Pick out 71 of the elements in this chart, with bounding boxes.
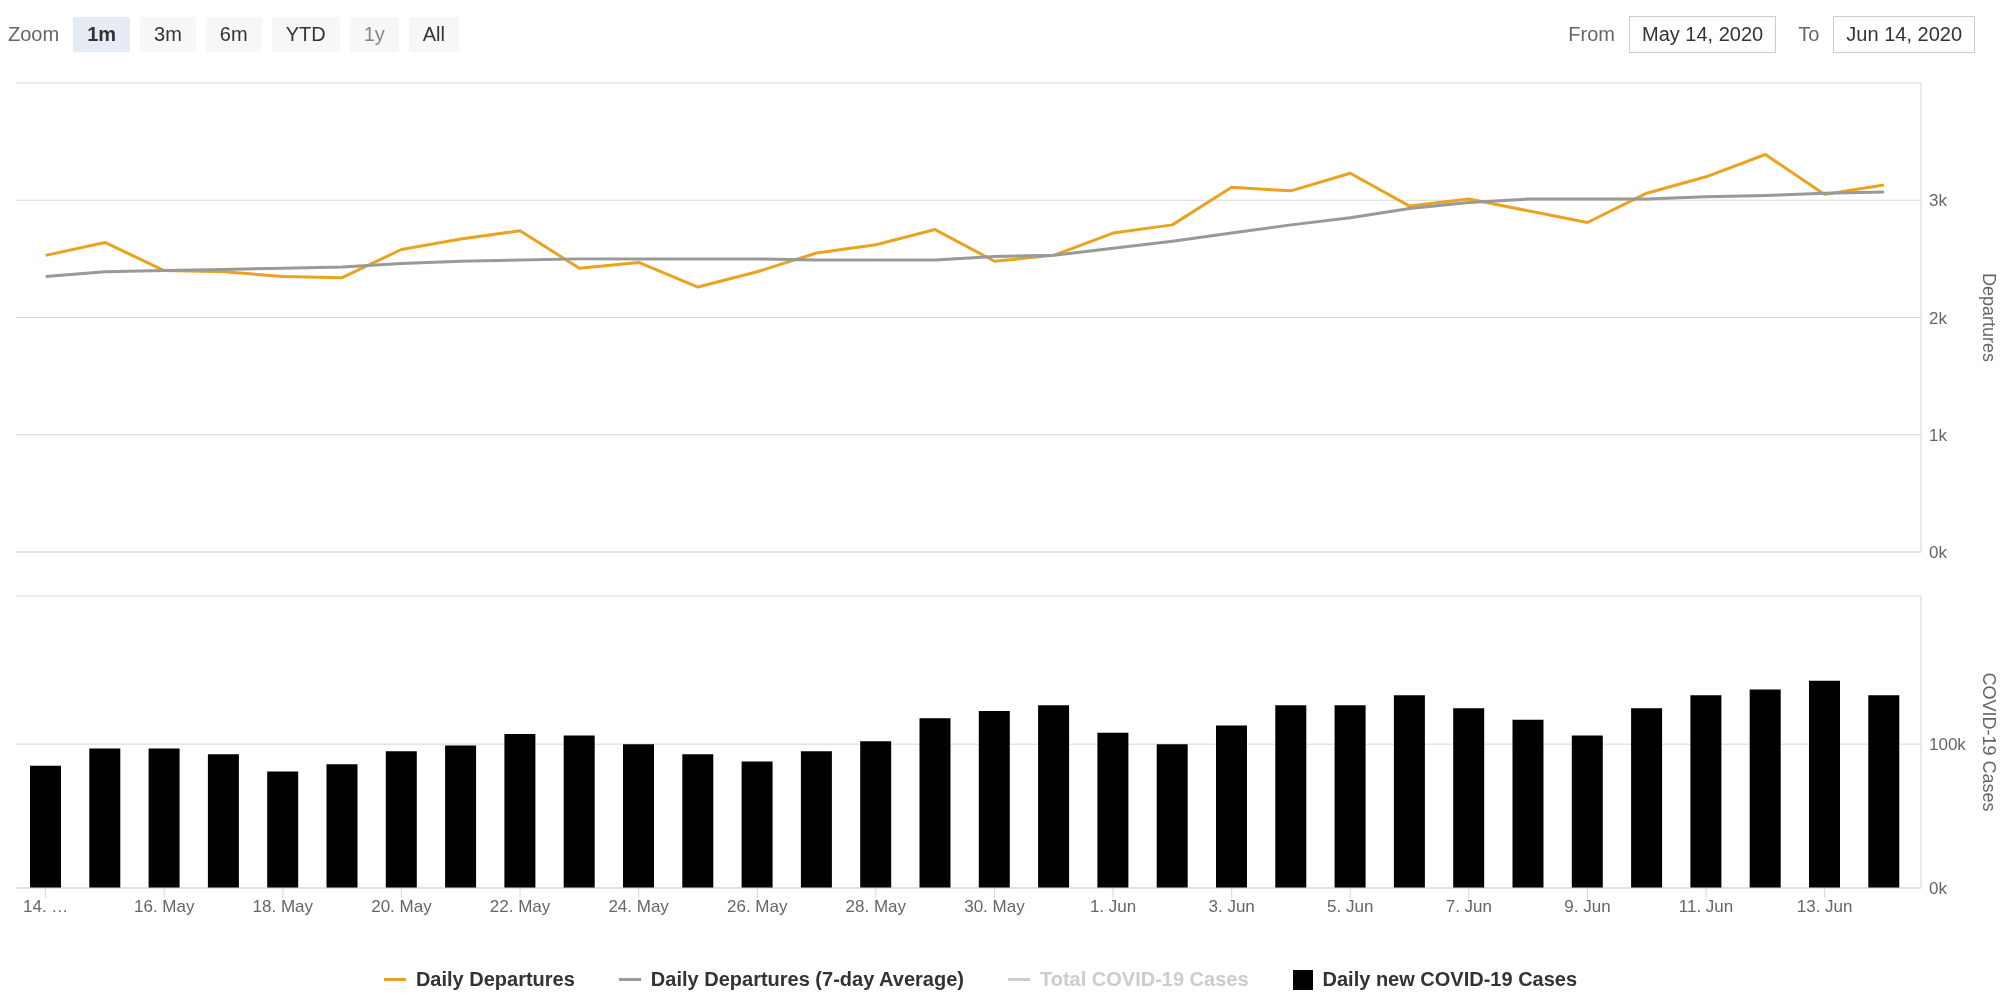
x-tick-label: 20. May xyxy=(371,897,433,917)
y-tick-label: 2k xyxy=(1929,308,1948,328)
zoom-button[interactable]: 1m xyxy=(73,16,131,52)
x-tick-label: 9. Jun xyxy=(1564,897,1611,917)
bar xyxy=(267,771,299,888)
bar xyxy=(682,754,714,888)
text: From xyxy=(1568,22,1616,46)
bar xyxy=(1215,725,1247,888)
text: To xyxy=(1798,22,1820,46)
zoom-button[interactable]: All xyxy=(408,16,459,52)
bar xyxy=(148,748,180,888)
x-tick-label: 5. Jun xyxy=(1327,897,1374,917)
bar xyxy=(563,735,595,888)
line-series xyxy=(44,190,1886,278)
bar xyxy=(1571,735,1603,888)
bar xyxy=(1690,695,1722,888)
bar xyxy=(800,751,832,888)
bar xyxy=(326,764,358,888)
bar xyxy=(741,761,773,888)
bar xyxy=(504,734,536,888)
bar xyxy=(1334,705,1366,888)
legend-label: Daily Departures xyxy=(415,968,575,991)
legend-label: Daily Departures (7-day Average) xyxy=(650,968,964,991)
text: Zoom xyxy=(8,22,60,46)
x-tick-label: 3. Jun xyxy=(1208,897,1255,917)
x-tick-label: 7. Jun xyxy=(1445,897,1492,917)
x-tick-label: 14. … xyxy=(22,897,69,917)
y-tick-label: 0k xyxy=(1929,543,1948,563)
x-tick-label: 22. May xyxy=(489,897,551,917)
legend-label: Daily new COVID-19 Cases xyxy=(1322,968,1578,991)
y-tick-label: 100k xyxy=(1929,735,1967,755)
bar xyxy=(623,744,654,888)
x-tick-label: 30. May xyxy=(964,897,1026,917)
y-tick-label: 3k xyxy=(1929,191,1948,211)
x-tick-label: 1. Jun xyxy=(1089,897,1137,917)
bar xyxy=(860,741,892,888)
x-tick-label: 24. May xyxy=(608,897,670,917)
bar xyxy=(89,748,121,888)
bar xyxy=(207,754,239,888)
bar xyxy=(30,765,61,888)
bar xyxy=(1038,705,1070,888)
bar xyxy=(978,711,1010,888)
bar xyxy=(385,751,417,888)
bar xyxy=(1097,732,1129,888)
zoom-button[interactable]: YTD xyxy=(271,16,340,52)
line-series xyxy=(44,153,1886,289)
bar xyxy=(1749,689,1781,888)
zoom-button[interactable]: 6m xyxy=(205,16,262,52)
bar xyxy=(445,745,477,888)
y-tick-label: 1k xyxy=(1929,425,1948,445)
x-tick-label: 13. Jun xyxy=(1796,897,1853,917)
bar xyxy=(1275,705,1307,888)
bar xyxy=(919,718,951,888)
bar xyxy=(1512,719,1544,888)
x-tick-label: 26. May xyxy=(727,897,788,917)
bar xyxy=(1156,744,1188,888)
zoom-button[interactable]: 3m xyxy=(140,16,196,52)
x-tick-label: 28. May xyxy=(845,897,907,917)
bar xyxy=(1868,695,1900,888)
date-input[interactable]: Jun 14, 2020 xyxy=(1833,15,1975,53)
y-axis-title: Departures xyxy=(1978,272,1999,363)
y-tick-label: 0k xyxy=(1929,879,1948,899)
x-tick-label: 18. May xyxy=(252,897,314,917)
date-input[interactable]: May 14, 2020 xyxy=(1629,15,1777,53)
bar xyxy=(1453,708,1485,888)
bar xyxy=(1631,708,1663,888)
x-tick-label: 11. Jun xyxy=(1678,897,1734,917)
y-axis-title: COVID-19 Cases xyxy=(1978,672,1999,812)
bar xyxy=(1393,695,1425,888)
x-tick-label: 16. May xyxy=(134,897,195,917)
bar xyxy=(1808,680,1840,888)
